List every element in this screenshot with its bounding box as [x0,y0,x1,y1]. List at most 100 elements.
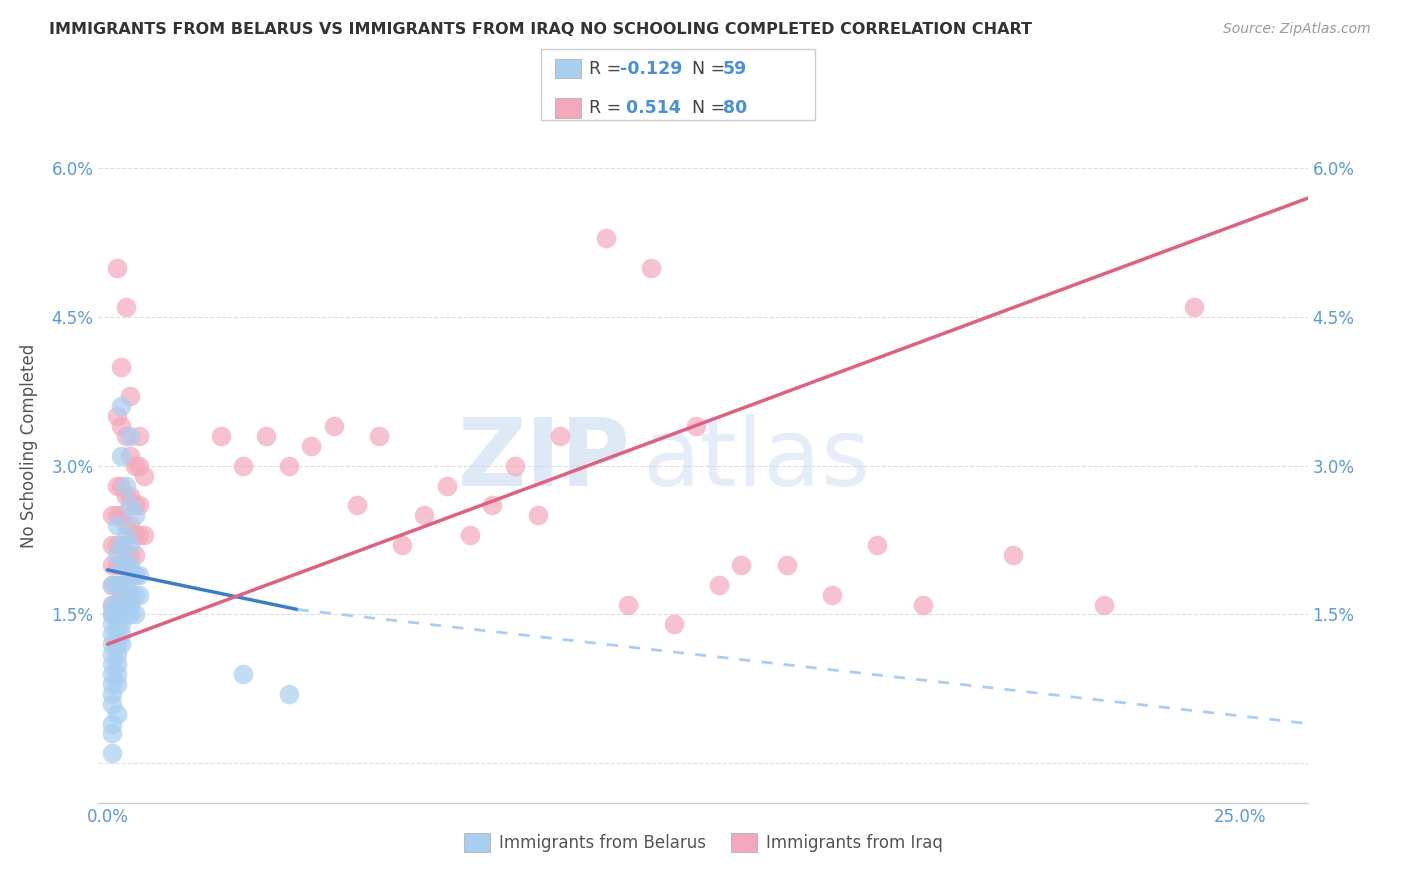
Point [101,726,124,740]
Point [346,499,368,513]
Point [105,548,128,562]
Point [110,637,132,651]
Point [458,528,481,542]
Point [124,508,146,523]
Text: ZIP: ZIP [457,414,630,507]
Point [322,419,344,434]
Point [101,677,124,691]
Point [101,687,124,701]
Point [110,508,132,523]
Point [114,558,136,572]
Point [114,558,136,572]
Point [730,558,752,572]
Point [120,558,142,572]
Point [821,588,844,602]
Point [110,359,132,374]
Point [232,458,254,473]
Text: IMMIGRANTS FROM BELARUS VS IMMIGRANTS FROM IRAQ NO SCHOOLING COMPLETED CORRELATI: IMMIGRANTS FROM BELARUS VS IMMIGRANTS FR… [49,22,1032,37]
Point [114,528,136,542]
Text: R =: R = [589,60,627,78]
Point [105,578,128,592]
Point [391,538,413,552]
Point [114,578,136,592]
Point [105,667,128,681]
Point [105,518,128,533]
Point [105,647,128,661]
Point [110,558,132,572]
Point [110,627,132,641]
Point [120,489,142,503]
Point [595,231,617,245]
Point [110,598,132,612]
Point [101,746,124,760]
Point [105,607,128,622]
Point [526,508,548,523]
Text: 59: 59 [723,60,747,78]
Point [1092,598,1115,612]
Point [110,419,132,434]
Point [105,578,128,592]
Point [617,598,640,612]
Point [110,478,132,492]
Point [277,458,299,473]
Point [124,528,146,542]
Point [128,528,150,542]
Point [128,499,150,513]
Point [114,607,136,622]
Point [101,607,124,622]
Point [1182,300,1205,314]
Point [114,518,136,533]
Point [481,499,503,513]
Point [124,567,146,582]
Point [120,548,142,562]
Point [101,617,124,632]
Point [550,429,572,443]
Point [503,458,526,473]
Point [120,588,142,602]
Point [299,439,322,453]
Point [110,538,132,552]
Point [105,607,128,622]
Point [254,429,277,443]
Point [105,478,128,492]
Point [120,607,142,622]
Point [120,389,142,403]
Point [120,429,142,443]
Point [640,260,662,275]
Text: Source: ZipAtlas.com: Source: ZipAtlas.com [1223,22,1371,37]
Point [124,607,146,622]
Point [128,429,150,443]
Point [114,489,136,503]
Point [105,409,128,424]
Point [101,558,124,572]
Point [114,588,136,602]
Point [124,567,146,582]
Y-axis label: No Schooling Completed: No Schooling Completed [20,344,38,548]
Text: R =: R = [589,99,627,117]
Point [101,598,124,612]
Point [114,548,136,562]
Point [101,627,124,641]
Text: N =: N = [692,60,731,78]
Point [110,588,132,602]
Point [105,617,128,632]
Text: N =: N = [692,99,731,117]
Point [101,607,124,622]
Point [101,578,124,592]
Point [124,458,146,473]
Point [128,588,150,602]
Point [776,558,799,572]
Point [120,567,142,582]
Point [120,588,142,602]
Point [101,667,124,681]
Point [101,538,124,552]
Point [105,657,128,671]
Point [101,508,124,523]
Point [114,598,136,612]
Point [105,706,128,721]
Point [368,429,391,443]
Point [114,300,136,314]
Point [101,598,124,612]
Point [413,508,436,523]
Point [707,578,730,592]
